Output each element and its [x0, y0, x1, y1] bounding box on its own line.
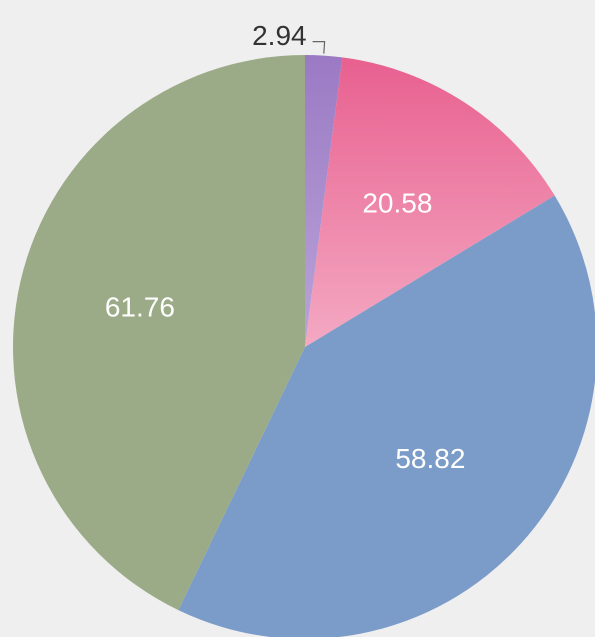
- pie-slice-58-82: [178, 195, 595, 637]
- leader-line-2-94: [312, 41, 326, 54]
- pie-slice-20-58: [305, 57, 555, 347]
- slice-label-58-82: 58.82: [395, 443, 465, 474]
- slices-layer: [13, 55, 595, 637]
- slice-label-61-76: 61.76: [105, 292, 175, 323]
- slice-label-20-58: 20.58: [362, 187, 432, 218]
- pie-slice-61-76: [13, 55, 305, 611]
- slice-label-2-94: 2.94: [252, 20, 307, 51]
- labels-layer: 2.94 20.58 58.82 61.76: [105, 20, 466, 474]
- leader-lines-layer: [312, 41, 326, 54]
- pie-slice-2-94: [305, 55, 343, 347]
